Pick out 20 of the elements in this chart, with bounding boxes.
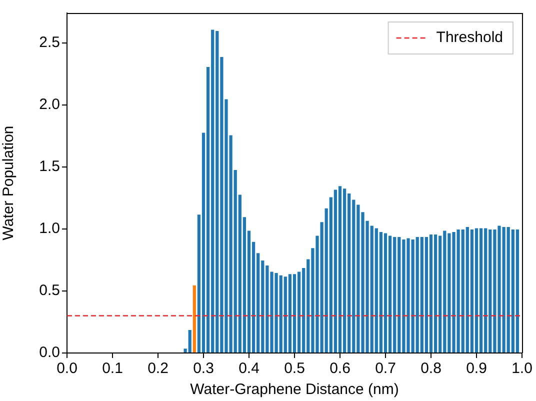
- x-tick-label: 0.1: [102, 360, 123, 378]
- x-tick-label: 0.7: [375, 360, 396, 378]
- y-tick-label: 1.0: [39, 220, 60, 238]
- x-tick-label: 0.4: [238, 360, 260, 378]
- y-tick-label: 2.5: [39, 34, 60, 51]
- y-tick-label: 1.5: [39, 158, 60, 176]
- x-tick-label: 0.8: [420, 360, 442, 378]
- x-axis-title: Water-Graphene Distance (nm): [190, 381, 399, 398]
- x-tick-label: 0.9: [466, 360, 487, 378]
- legend-label: Threshold: [436, 29, 503, 46]
- x-tick-label: 1.0: [512, 360, 532, 378]
- x-tick-label: 0.0: [56, 360, 78, 378]
- x-tick-label: 0.6: [330, 360, 350, 378]
- y-tick-label: 0.5: [39, 282, 60, 300]
- y-tick-label: 0.0: [39, 344, 60, 362]
- y-tick-label: 2.0: [39, 96, 60, 113]
- x-tick-label: 0.5: [284, 360, 305, 378]
- x-tick-label: 0.2: [148, 360, 168, 378]
- x-tick-label: 0.3: [193, 360, 214, 378]
- y-axis-title: Water Population: [0, 126, 18, 240]
